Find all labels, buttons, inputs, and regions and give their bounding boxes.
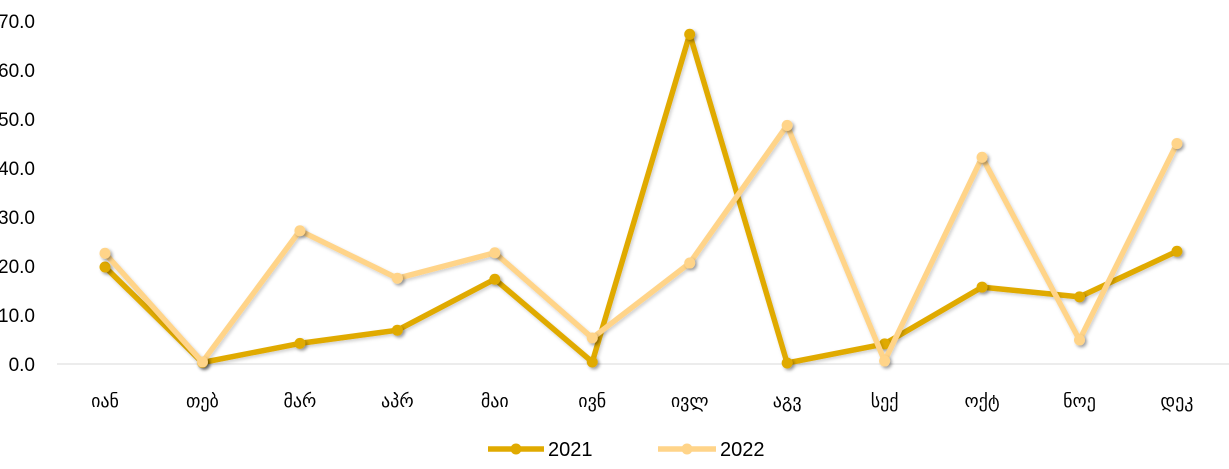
series-layer [99, 28, 1183, 369]
x-axis-ticks: იან თებ მარ აპრ მაი ივნ ივლ აგვ სექ ოქტ ნოე დეკ [91, 391, 1193, 412]
x-tick-label: აგვ [773, 391, 802, 412]
legend-item: 2022 [658, 439, 765, 461]
data-point [586, 356, 598, 368]
data-point [781, 119, 793, 131]
data-point [196, 356, 208, 368]
data-point [684, 257, 696, 269]
data-point [1171, 138, 1183, 149]
y-tick-label: 70.0 [0, 12, 35, 33]
data-point [99, 247, 111, 259]
x-tick-label: ნოე [1063, 391, 1096, 412]
x-tick-label: მარ [283, 391, 316, 412]
x-tick-label: სექ [871, 391, 899, 412]
data-point [391, 324, 403, 336]
data-point [781, 357, 793, 369]
x-tick-label: ოქტ [964, 391, 999, 412]
data-point [294, 337, 306, 349]
data-point [99, 261, 111, 273]
y-tick-label: 30.0 [0, 208, 35, 229]
y-tick-label: 60.0 [0, 61, 35, 82]
y-tick-label: 50.0 [0, 110, 35, 131]
y-tick-label: 10.0 [0, 306, 35, 327]
series-2021 [99, 28, 1183, 369]
data-point [1074, 334, 1085, 346]
data-point [586, 332, 598, 344]
x-tick-label: ივლ [671, 391, 709, 412]
legend-swatch-marker [510, 443, 522, 455]
data-point [294, 225, 306, 237]
series-2022 [99, 119, 1183, 368]
data-point [976, 281, 988, 293]
series-line [102, 31, 1180, 366]
x-tick-label: მაი [481, 391, 509, 412]
series-line [102, 122, 1180, 365]
legend-item: 2021 [488, 439, 593, 461]
data-point [1171, 245, 1183, 257]
data-point [879, 338, 891, 350]
x-tick-label: იან [91, 391, 119, 412]
y-tick-label: 0.0 [9, 355, 35, 376]
data-point [489, 247, 501, 259]
y-axis-ticks: 0.0 10.0 20.0 30.0 40.0 50.0 60.0 70.0 [0, 12, 35, 376]
y-tick-label: 40.0 [0, 159, 35, 180]
x-tick-label: აპრ [381, 391, 414, 412]
legend-swatch-marker [681, 443, 693, 455]
data-point [489, 273, 501, 285]
legend: 2021 2022 [488, 439, 765, 461]
data-point [684, 28, 696, 40]
legend-label: 2021 [548, 439, 593, 461]
y-tick-label: 20.0 [0, 257, 35, 278]
x-tick-label: თებ [186, 391, 219, 412]
legend-label: 2022 [720, 439, 765, 461]
data-point [976, 151, 988, 163]
data-point [1074, 291, 1085, 303]
x-tick-label: დეკ [1160, 391, 1193, 412]
x-tick-label: ივნ [578, 391, 606, 412]
data-point [879, 355, 891, 367]
data-point [391, 272, 403, 284]
